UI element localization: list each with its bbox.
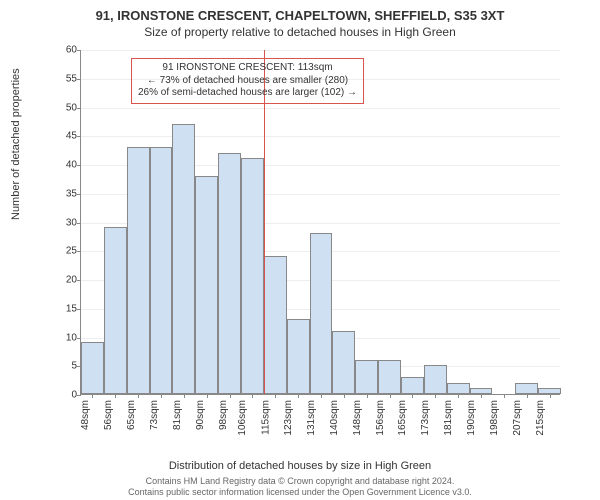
annotation-line: 26% of semi-detached houses are larger (… xyxy=(138,87,357,100)
y-tick-label: 5 xyxy=(55,361,81,372)
histogram-bar xyxy=(264,256,287,394)
y-tick-label: 15 xyxy=(55,303,81,314)
histogram-bar xyxy=(127,147,150,394)
x-tick-mark xyxy=(321,394,322,398)
histogram-bar xyxy=(195,176,218,395)
x-tick-label: 106sqm xyxy=(238,400,249,436)
histogram-bar xyxy=(287,319,310,394)
x-tick-mark xyxy=(527,394,528,398)
x-tick-label: 73sqm xyxy=(149,400,160,430)
histogram-bar xyxy=(81,342,104,394)
histogram-bar xyxy=(241,158,264,394)
x-tick-label: 56sqm xyxy=(103,400,114,430)
histogram-bar xyxy=(150,147,173,394)
x-tick-label: 98sqm xyxy=(218,400,229,430)
x-tick-mark xyxy=(458,394,459,398)
x-tick-mark xyxy=(252,394,253,398)
x-tick-mark xyxy=(115,394,116,398)
x-tick-label: 123sqm xyxy=(283,400,294,436)
x-tick-label: 181sqm xyxy=(443,400,454,436)
x-tick-label: 140sqm xyxy=(329,400,340,436)
x-tick-label: 90sqm xyxy=(195,400,206,430)
annotation-box: 91 IRONSTONE CRESCENT: 113sqm← 73% of de… xyxy=(131,58,364,104)
x-tick-mark xyxy=(92,394,93,398)
chart-container: 05101520253035404550556048sqm56sqm65sqm7… xyxy=(55,50,575,420)
x-tick-label: 190sqm xyxy=(466,400,477,436)
histogram-bar xyxy=(424,365,447,394)
x-tick-mark xyxy=(184,394,185,398)
x-tick-mark xyxy=(138,394,139,398)
y-tick-label: 25 xyxy=(55,246,81,257)
grid-line xyxy=(81,136,560,137)
x-tick-label: 148sqm xyxy=(352,400,363,436)
x-tick-label: 198sqm xyxy=(489,400,500,436)
annotation-line: ← 73% of detached houses are smaller (28… xyxy=(138,75,357,88)
y-tick-label: 35 xyxy=(55,188,81,199)
x-tick-mark xyxy=(298,394,299,398)
x-tick-label: 131sqm xyxy=(306,400,317,436)
x-tick-mark xyxy=(412,394,413,398)
histogram-bar xyxy=(310,233,333,394)
x-tick-label: 173sqm xyxy=(420,400,431,436)
y-tick-label: 60 xyxy=(55,45,81,56)
x-tick-mark xyxy=(435,394,436,398)
x-tick-mark xyxy=(344,394,345,398)
histogram-bar xyxy=(378,360,401,395)
x-tick-label: 207sqm xyxy=(512,400,523,436)
x-tick-label: 115sqm xyxy=(261,400,272,435)
histogram-bar xyxy=(515,383,538,395)
x-axis-label: Distribution of detached houses by size … xyxy=(0,460,600,472)
histogram-bar xyxy=(447,383,470,395)
page-title: 91, IRONSTONE CRESCENT, CHAPELTOWN, SHEF… xyxy=(0,0,600,23)
x-tick-label: 165sqm xyxy=(398,400,409,436)
x-tick-mark xyxy=(161,394,162,398)
footer-line: Contains public sector information licen… xyxy=(0,487,600,498)
footer-attribution: Contains HM Land Registry data © Crown c… xyxy=(0,476,600,498)
x-tick-mark xyxy=(275,394,276,398)
y-tick-label: 40 xyxy=(55,160,81,171)
x-tick-label: 65sqm xyxy=(126,400,137,430)
grid-line xyxy=(81,50,560,51)
footer-line: Contains HM Land Registry data © Crown c… xyxy=(0,476,600,487)
y-tick-label: 10 xyxy=(55,332,81,343)
histogram-bar xyxy=(172,124,195,394)
y-axis-label: Number of detached properties xyxy=(10,68,22,220)
x-tick-mark xyxy=(367,394,368,398)
x-tick-mark xyxy=(230,394,231,398)
x-tick-label: 156sqm xyxy=(375,400,386,436)
x-tick-mark xyxy=(550,394,551,398)
y-tick-label: 55 xyxy=(55,73,81,84)
grid-line xyxy=(81,108,560,109)
page-subtitle: Size of property relative to detached ho… xyxy=(0,23,600,39)
x-tick-mark xyxy=(207,394,208,398)
y-tick-label: 30 xyxy=(55,217,81,228)
x-tick-label: 81sqm xyxy=(172,400,183,430)
plot-area: 05101520253035404550556048sqm56sqm65sqm7… xyxy=(80,50,560,395)
y-tick-label: 20 xyxy=(55,275,81,286)
annotation-line: 91 IRONSTONE CRESCENT: 113sqm xyxy=(138,62,357,75)
x-tick-label: 48sqm xyxy=(80,400,91,430)
histogram-bar xyxy=(332,331,355,394)
histogram-bar xyxy=(218,153,241,395)
x-tick-mark xyxy=(390,394,391,398)
y-tick-label: 0 xyxy=(55,390,81,401)
x-tick-mark xyxy=(504,394,505,398)
x-tick-label: 215sqm xyxy=(535,400,546,436)
x-tick-mark xyxy=(481,394,482,398)
histogram-bar xyxy=(104,227,127,394)
histogram-bar xyxy=(401,377,424,394)
y-tick-label: 45 xyxy=(55,131,81,142)
y-tick-label: 50 xyxy=(55,102,81,113)
histogram-bar xyxy=(355,360,378,395)
